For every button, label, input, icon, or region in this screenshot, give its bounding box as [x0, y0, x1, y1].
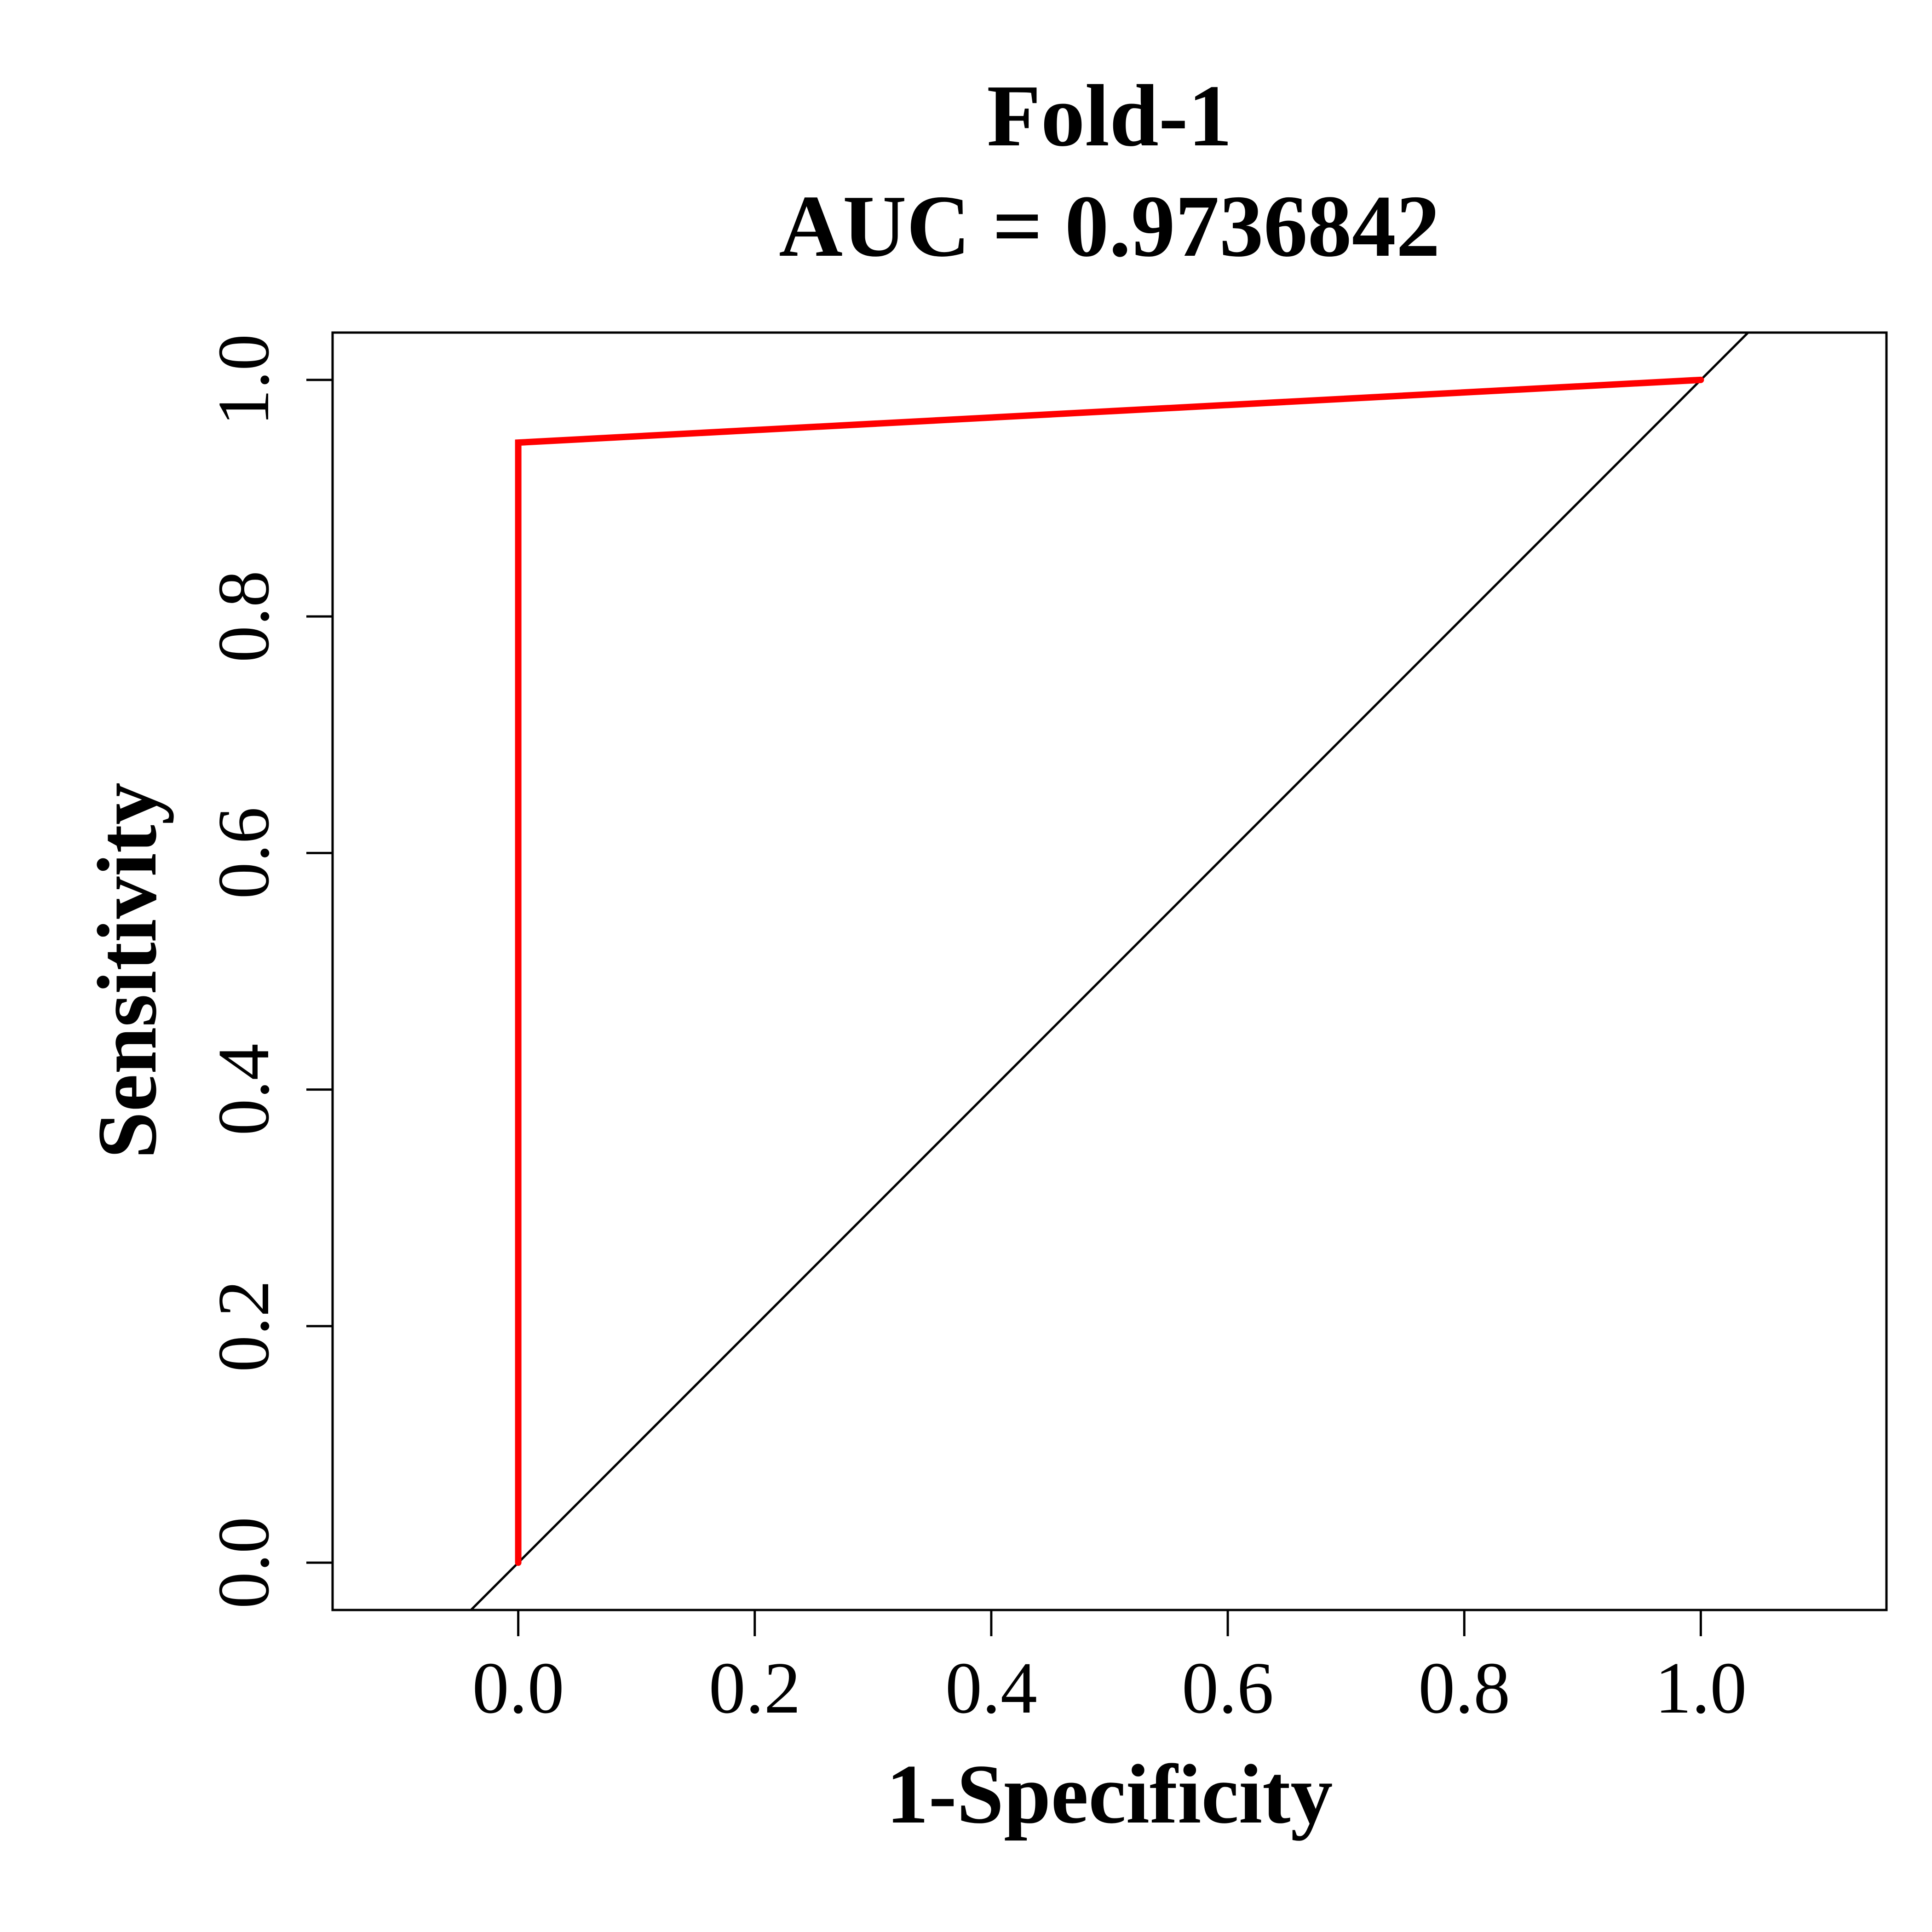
x-tick-label: 0.2	[709, 1647, 801, 1729]
y-axis: 0.0 0.2 0.4 0.6 0.8 1.0	[202, 334, 333, 1609]
x-tick-label: 0.6	[1182, 1647, 1274, 1729]
chart-title: Fold-1	[987, 67, 1232, 165]
reference-diagonal-line	[469, 333, 1750, 1610]
y-tick-label: 0.8	[202, 570, 284, 662]
chart-subtitle: AUC = 0.9736842	[779, 177, 1440, 275]
plot-frame	[331, 331, 1888, 1611]
x-tick-label: 0.4	[945, 1647, 1037, 1729]
y-tick-label: 1.0	[202, 334, 284, 426]
y-tick-label: 0.6	[202, 807, 284, 899]
y-axis-title: Sensitivity	[80, 782, 174, 1159]
y-tick-label: 0.2	[202, 1280, 284, 1372]
x-tick-label: 0.0	[472, 1647, 564, 1729]
y-tick-label: 0.4	[202, 1044, 284, 1136]
x-tick-label: 0.8	[1418, 1647, 1510, 1729]
roc-curve-line	[515, 376, 1704, 1566]
x-tick-label: 1.0	[1655, 1647, 1747, 1729]
x-axis: 0.0 0.2 0.4 0.6 0.8 1.0	[472, 1610, 1747, 1729]
y-tick-label: 0.0	[202, 1517, 284, 1609]
x-axis-title: 1-Specificity	[886, 1747, 1333, 1841]
